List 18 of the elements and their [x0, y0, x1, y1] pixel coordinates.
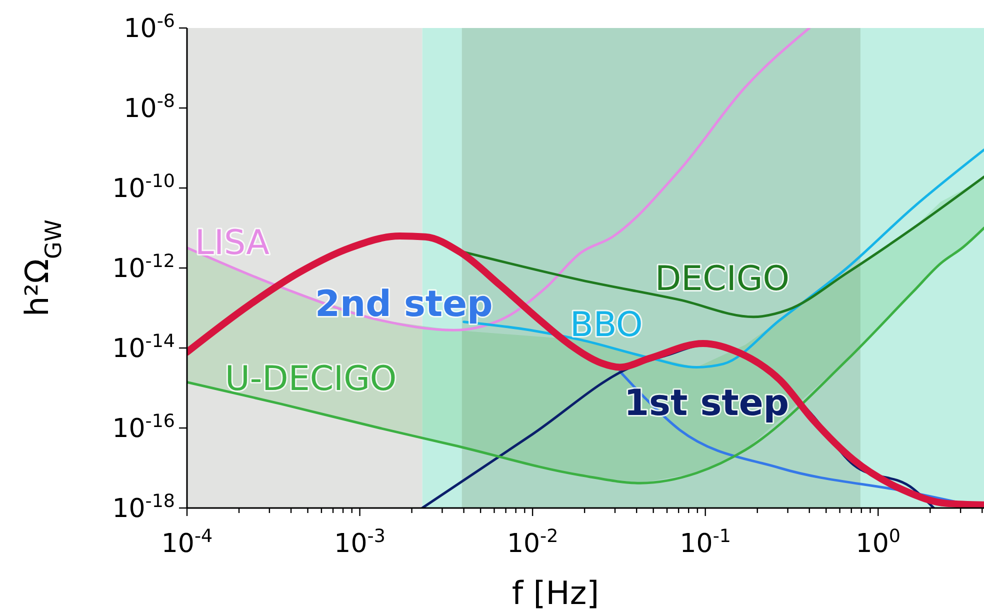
- y-tick-label: 10$^{-12}$: [112, 250, 175, 284]
- y-tick-label: 10$^{-10}$: [112, 170, 175, 204]
- series-label: LISA: [195, 223, 270, 263]
- y-tick-label: 10$^{-14}$: [112, 330, 175, 364]
- x-tick-label: 10$^{-3}$: [334, 526, 386, 559]
- x-tick-label: 10$^{-2}$: [506, 526, 558, 559]
- series-label: U-DECIGO: [225, 359, 397, 399]
- text: 2nd step: [315, 284, 493, 325]
- x-axis-title: f [Hz]: [512, 574, 600, 612]
- x-tick-label: 10$^{0}$: [856, 526, 900, 559]
- y-tick-label: 10$^{-16}$: [112, 410, 175, 444]
- series-label: DECIGO: [655, 259, 790, 299]
- y-tick-label: 10$^{-8}$: [124, 90, 175, 124]
- x-tick-label: 10$^{-4}$: [161, 526, 213, 559]
- x-tick-label: 10$^{-1}$: [680, 526, 731, 559]
- series-label: BBO: [570, 305, 643, 345]
- y-tick-label: 10$^{-18}$: [112, 490, 175, 524]
- y-tick-label: 10$^{-6}$: [124, 10, 175, 44]
